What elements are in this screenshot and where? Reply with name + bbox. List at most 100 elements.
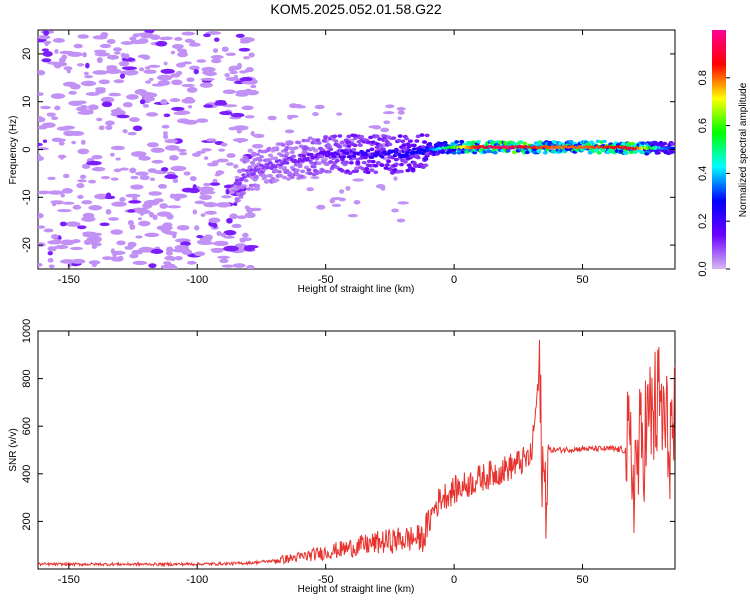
spectrogram-ridge-halo <box>655 151 661 155</box>
spectrogram-ridge-halo <box>662 141 668 146</box>
spectrogram-noise-cell <box>38 212 44 219</box>
spectrogram-ridge-halo <box>587 150 593 155</box>
spectrogram-ridge-halo <box>257 158 263 163</box>
spectrogram-ridge-halo <box>294 172 300 177</box>
spectrogram-noise-cell <box>239 40 251 44</box>
spectrogram-noise-cell <box>96 117 103 122</box>
spectrogram-x-tick-label: -150 <box>58 274 80 286</box>
spectrogram-noise-cell <box>169 98 181 103</box>
spectrogram-noise-cell <box>222 89 236 95</box>
spectrogram-noise-cell <box>138 155 151 161</box>
spectrogram-noise-cell <box>151 159 164 164</box>
spectrogram-ridge-halo <box>589 140 595 144</box>
spectrogram-noise-cell <box>137 32 154 37</box>
spectrogram-ridge-halo <box>396 138 402 143</box>
spectrogram-ridge-halo <box>273 156 279 161</box>
spectrogram-noise-cell <box>192 209 198 215</box>
spectrogram-ridge-halo <box>420 145 426 149</box>
spectrogram-ridge-halo <box>404 136 410 141</box>
spectrogram-noise-cell <box>127 220 134 226</box>
spectrogram-noise-cell <box>212 222 218 229</box>
spectrogram-noise-cell <box>204 210 217 215</box>
spectrogram-noise-cell <box>215 202 231 208</box>
spectrogram-noise-cell <box>52 61 68 67</box>
spectrogram-ridge-halo <box>258 155 264 159</box>
spectrogram-ridge-halo <box>237 169 243 174</box>
spectrogram-noise-cell <box>91 154 103 160</box>
spectrogram-ridge-halo <box>346 144 352 148</box>
spectrogram-ridge-halo <box>470 140 476 145</box>
spectrogram-ridge-halo <box>393 162 399 167</box>
spectrogram-noise-cell <box>132 125 143 132</box>
spectrogram-noise-cell <box>161 124 170 129</box>
spectrogram-noise-cell <box>225 76 239 81</box>
spectrogram-ridge-halo <box>386 159 392 164</box>
spectrogram-noise-cell <box>306 187 314 192</box>
spectrogram-noise-cell <box>145 80 152 84</box>
spectrogram-ridge-cell <box>300 159 305 163</box>
spectrogram-x-tick-label: 50 <box>576 274 588 286</box>
spectrogram-noise-cell <box>118 255 124 261</box>
spectrogram-noise-cell <box>382 111 395 115</box>
spectrogram-ridge-halo <box>251 153 257 157</box>
spectrogram-noise-cell <box>68 90 77 95</box>
spectrogram-ridge-cell <box>365 149 371 153</box>
spectrogram-ridge-halo <box>284 151 290 156</box>
spectrogram-noise-cell <box>336 112 343 116</box>
spectrogram-ridge-halo <box>369 147 375 152</box>
spectrogram-ridge-halo <box>301 138 307 143</box>
spectrogram-noise-cell <box>193 68 199 75</box>
spectrogram-noise-cell <box>110 177 119 181</box>
spectrogram-noise-cell <box>129 253 139 259</box>
spectrogram-ridge-halo <box>289 150 295 154</box>
spectrogram-ridge-halo <box>354 169 359 173</box>
spectrogram-noise-cell <box>101 101 113 108</box>
spectrogram-ridge-halo <box>621 141 627 146</box>
spectrogram-noise-cell <box>52 238 62 245</box>
spectrogram-y-tick-label: 0 <box>21 146 33 152</box>
spectrogram-ridge-cell <box>268 161 273 165</box>
spectrogram-noise-cell <box>157 74 173 81</box>
spectrogram-noise-cell <box>129 36 137 41</box>
spectrogram-ridge-halo <box>486 149 492 154</box>
chart-title: KOM5.2025.052.01.58.G22 <box>270 1 441 17</box>
spectrogram-noise-cell <box>230 112 245 118</box>
spectrogram-ridge-halo <box>454 140 460 144</box>
spectrogram-noise-cell <box>41 58 52 63</box>
spectrogram-ridge-halo <box>355 160 361 165</box>
spectrogram-noise-cell <box>99 43 112 49</box>
spectrogram-ridge-halo <box>669 142 675 146</box>
spectrogram-ridge-halo <box>243 178 249 183</box>
spectrogram-noise-cell <box>139 99 146 105</box>
spectrogram-noise-cell <box>88 260 101 265</box>
spectrogram-noise-cell <box>163 261 172 265</box>
spectrogram-noise-cell <box>170 165 187 172</box>
spectrogram-noise-cell <box>68 100 83 106</box>
spectrogram-noise-cell <box>235 89 252 95</box>
spectrogram-noise-cell <box>91 166 106 172</box>
spectrogram-noise-cell <box>38 262 43 267</box>
spectrogram-noise-cell <box>149 177 156 182</box>
spectrogram-noise-cell <box>203 201 218 208</box>
spectrogram-ridge-halo <box>595 139 601 144</box>
spectrogram-noise-cell <box>47 258 54 263</box>
spectrogram-noise-cell <box>221 46 229 52</box>
spectrogram-ridge-halo <box>307 136 313 140</box>
spectrogram-noise-cell <box>203 156 209 160</box>
spectrogram-ridge-halo <box>339 157 345 162</box>
spectrogram-ridge-halo <box>409 154 415 158</box>
spectrogram-ridge-cell <box>309 153 314 157</box>
spectrogram-noise-cell <box>223 245 239 252</box>
spectrogram-ridge-halo <box>273 168 279 172</box>
spectrogram-noise-cell <box>113 79 125 84</box>
spectrogram-noise-cell <box>38 35 51 40</box>
spectrogram-noise-cell <box>113 51 121 55</box>
spectrogram-noise-cell <box>38 155 44 162</box>
spectrogram-noise-cell <box>250 84 257 89</box>
spectrogram-noise-cell <box>201 148 212 152</box>
spectrogram-noise-cell <box>144 66 151 70</box>
spectrogram-noise-cell <box>139 175 150 181</box>
spectrogram-noise-cell <box>43 30 50 36</box>
spectrogram-noise-cell <box>83 71 90 76</box>
spectrogram-noise-cell <box>242 232 249 238</box>
